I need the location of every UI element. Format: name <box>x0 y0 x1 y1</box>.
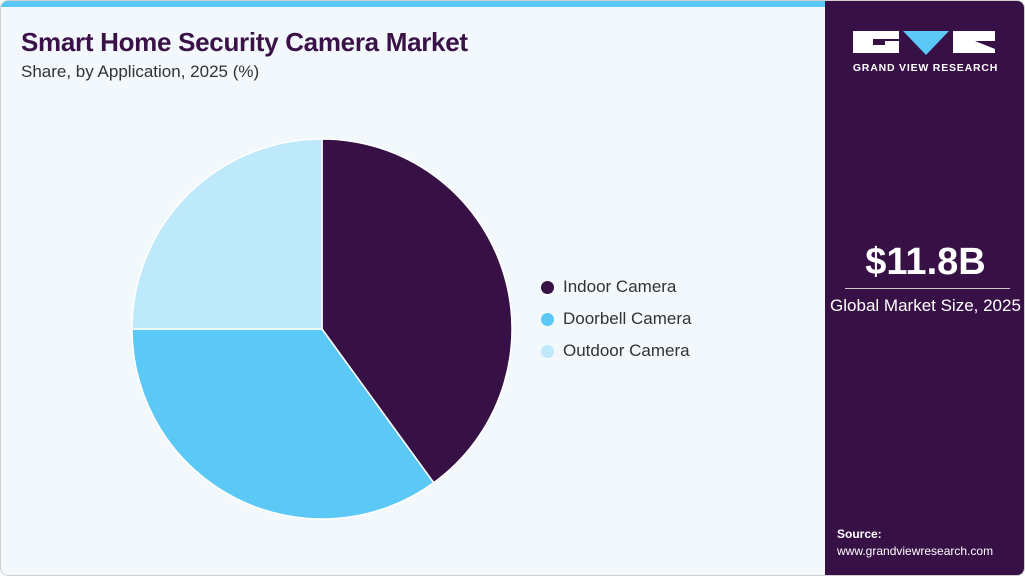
accent-bar <box>1 1 825 7</box>
side-panel: GRAND VIEW RESEARCH $11.8B Global Market… <box>825 1 1024 575</box>
market-size-label: Global Market Size, 2025 <box>830 296 1021 315</box>
pie-slice-doorbell-camera <box>131 328 435 520</box>
pie-chart <box>131 138 513 520</box>
legend-label: Doorbell Camera <box>563 309 692 328</box>
chart-subtitle: Share, by Application, 2025 (%) <box>21 62 260 81</box>
source-link[interactable]: www.grandviewresearch.com <box>837 544 994 558</box>
legend-item: Doorbell Camera <box>541 303 692 335</box>
chart-title: Smart Home Security Camera Market <box>21 27 468 57</box>
logo-text: GRAND VIEW RESEARCH <box>852 62 999 74</box>
source-label: Source: <box>837 527 882 541</box>
market-size-value: $11.8B <box>865 241 986 283</box>
legend-dot <box>541 344 554 358</box>
legend: Indoor Camera Doorbell Camera Outdoor Ca… <box>541 271 692 367</box>
pie-slice-indoor-camera <box>321 138 513 484</box>
legend-label: Outdoor Camera <box>563 341 690 360</box>
grand-view-research-logo-icon <box>853 31 995 55</box>
legend-label: Indoor Camera <box>563 277 677 296</box>
pie-slice-outdoor-camera <box>131 138 323 330</box>
legend-item: Outdoor Camera <box>541 335 692 367</box>
legend-dot <box>541 312 554 326</box>
legend-dot <box>541 280 554 294</box>
legend-item: Indoor Camera <box>541 271 692 303</box>
divider <box>845 288 1010 289</box>
